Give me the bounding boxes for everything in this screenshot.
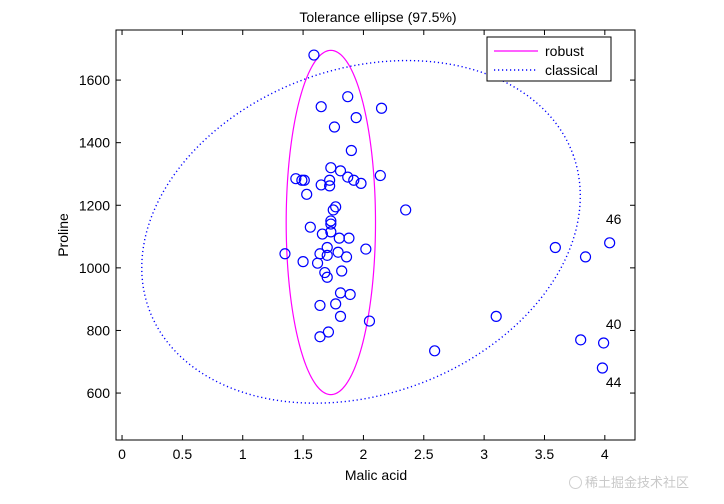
data-point — [308, 49, 320, 61]
data-point — [327, 204, 339, 216]
data-point — [330, 298, 342, 310]
data-point — [342, 171, 354, 183]
data-point — [345, 144, 357, 157]
data-point — [374, 169, 386, 182]
data-point — [298, 174, 310, 186]
data-point — [322, 326, 335, 338]
x-axis: 0 0.5 1 1.5 2 2.5 3 3.5 4 — [118, 30, 609, 462]
data-point — [363, 315, 376, 327]
logo-icon — [569, 476, 582, 489]
data-point — [314, 331, 326, 343]
x-tick-label: 0 — [118, 446, 126, 462]
x-tick-label: 4 — [601, 446, 609, 462]
data-point — [375, 102, 388, 114]
annotations: 46 40 44 — [606, 211, 622, 390]
x-tick-label: 2.5 — [414, 446, 434, 462]
classical-ellipse — [141, 59, 581, 404]
ellipse-layer — [141, 49, 581, 404]
data-point — [279, 248, 291, 260]
data-point — [325, 162, 337, 174]
y-axis: 600 800 1000 1200 1400 1600 — [79, 72, 635, 401]
plot-frame — [115, 29, 636, 441]
data-point — [321, 249, 333, 261]
data-point — [575, 334, 587, 346]
legend-classical-label: classical — [545, 62, 598, 78]
data-point — [336, 265, 348, 277]
data-point — [324, 180, 336, 192]
legend-robust-label: robust — [545, 43, 584, 59]
data-point — [549, 241, 561, 254]
points-layer — [279, 49, 616, 374]
point-annotation: 46 — [606, 211, 622, 227]
data-point — [304, 221, 316, 233]
data-point — [348, 174, 360, 186]
data-point — [343, 232, 355, 244]
data-point — [301, 188, 313, 200]
data-point — [325, 226, 337, 238]
legend: robust classical — [486, 36, 612, 82]
y-tick-label: 1600 — [79, 72, 110, 88]
data-point — [324, 174, 336, 186]
robust-ellipse — [285, 49, 377, 396]
data-point — [316, 228, 328, 240]
watermark-text: 稀土掘金技术社区 — [585, 476, 690, 491]
x-tick-label: 0.5 — [173, 446, 193, 462]
data-point — [490, 310, 502, 322]
data-point — [400, 204, 412, 216]
data-point — [604, 237, 616, 249]
x-tick-label: 3.5 — [535, 446, 555, 462]
data-point — [355, 177, 367, 189]
data-point — [596, 362, 609, 374]
legend-box — [486, 36, 612, 82]
point-annotation: 40 — [606, 316, 622, 332]
y-tick-label: 800 — [87, 322, 111, 338]
data-point — [311, 257, 324, 269]
y-axis-label: Proline — [55, 213, 71, 257]
data-point — [350, 112, 362, 124]
data-point — [429, 345, 441, 357]
data-point — [344, 288, 356, 301]
data-point — [290, 173, 302, 185]
data-point — [332, 246, 344, 258]
data-point — [330, 201, 342, 213]
point-annotation: 44 — [606, 374, 622, 390]
data-point — [334, 310, 347, 322]
data-point — [315, 179, 327, 191]
data-point — [360, 243, 372, 255]
data-point — [314, 299, 326, 312]
data-point — [325, 218, 337, 230]
data-point — [321, 241, 333, 254]
x-axis-label: Malic acid — [345, 467, 407, 483]
data-point — [315, 101, 327, 113]
data-point — [328, 121, 341, 133]
x-tick-label: 2 — [360, 446, 368, 462]
y-tick-label: 600 — [87, 385, 111, 401]
data-point — [297, 256, 309, 268]
watermark: 稀土掘金技术社区 — [569, 472, 689, 491]
data-point — [334, 165, 347, 177]
y-tick-label: 1200 — [79, 197, 110, 213]
x-tick-label: 1.5 — [293, 446, 313, 462]
x-tick-label: 3 — [480, 446, 488, 462]
y-tick-label: 1000 — [79, 260, 110, 276]
chart-title: Tolerance ellipse (97.5%) — [299, 9, 456, 25]
data-point — [340, 251, 353, 263]
data-point — [325, 215, 337, 227]
data-point — [321, 271, 333, 283]
data-point — [598, 337, 610, 349]
data-point — [342, 91, 354, 103]
y-tick-label: 1400 — [79, 135, 110, 151]
data-point — [579, 251, 592, 263]
x-tick-label: 1 — [239, 446, 247, 462]
